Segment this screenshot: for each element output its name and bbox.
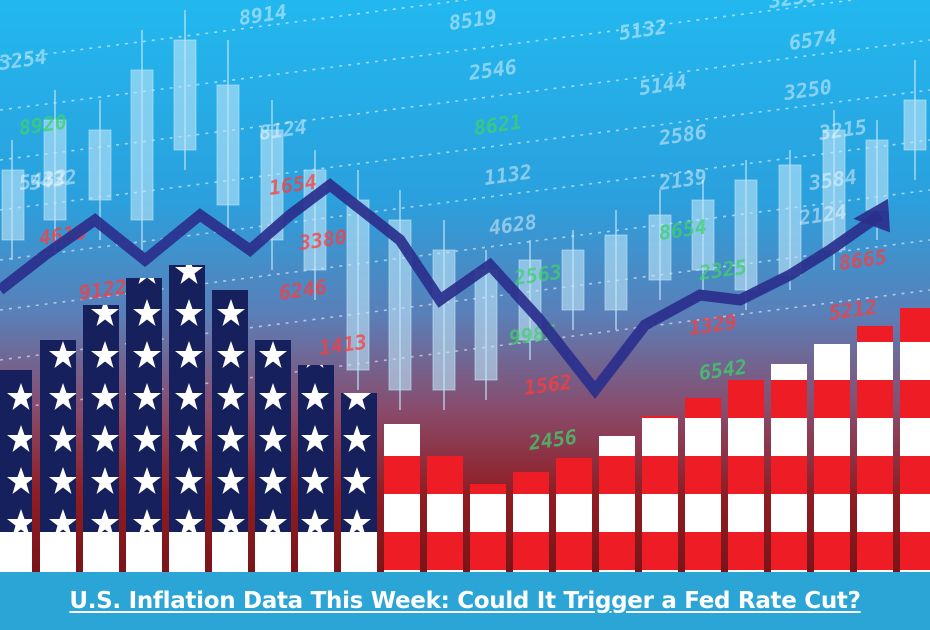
caption-bar: U.S. Inflation Data This Week: Could It … bbox=[0, 572, 930, 630]
stripe-bars bbox=[384, 308, 930, 572]
headline[interactable]: U.S. Inflation Data This Week: Could It … bbox=[69, 588, 861, 614]
ticker-numbers: 3254891485195132325065745432254651448920… bbox=[17, 109, 889, 456]
inflation-chart-illustration: 3254891485195132325065745432254651448920… bbox=[0, 0, 930, 572]
grid-lines bbox=[0, 0, 930, 410]
trend-arrow-icon bbox=[0, 178, 890, 399]
candlesticks bbox=[1, 10, 927, 410]
star-bars bbox=[0, 265, 377, 572]
